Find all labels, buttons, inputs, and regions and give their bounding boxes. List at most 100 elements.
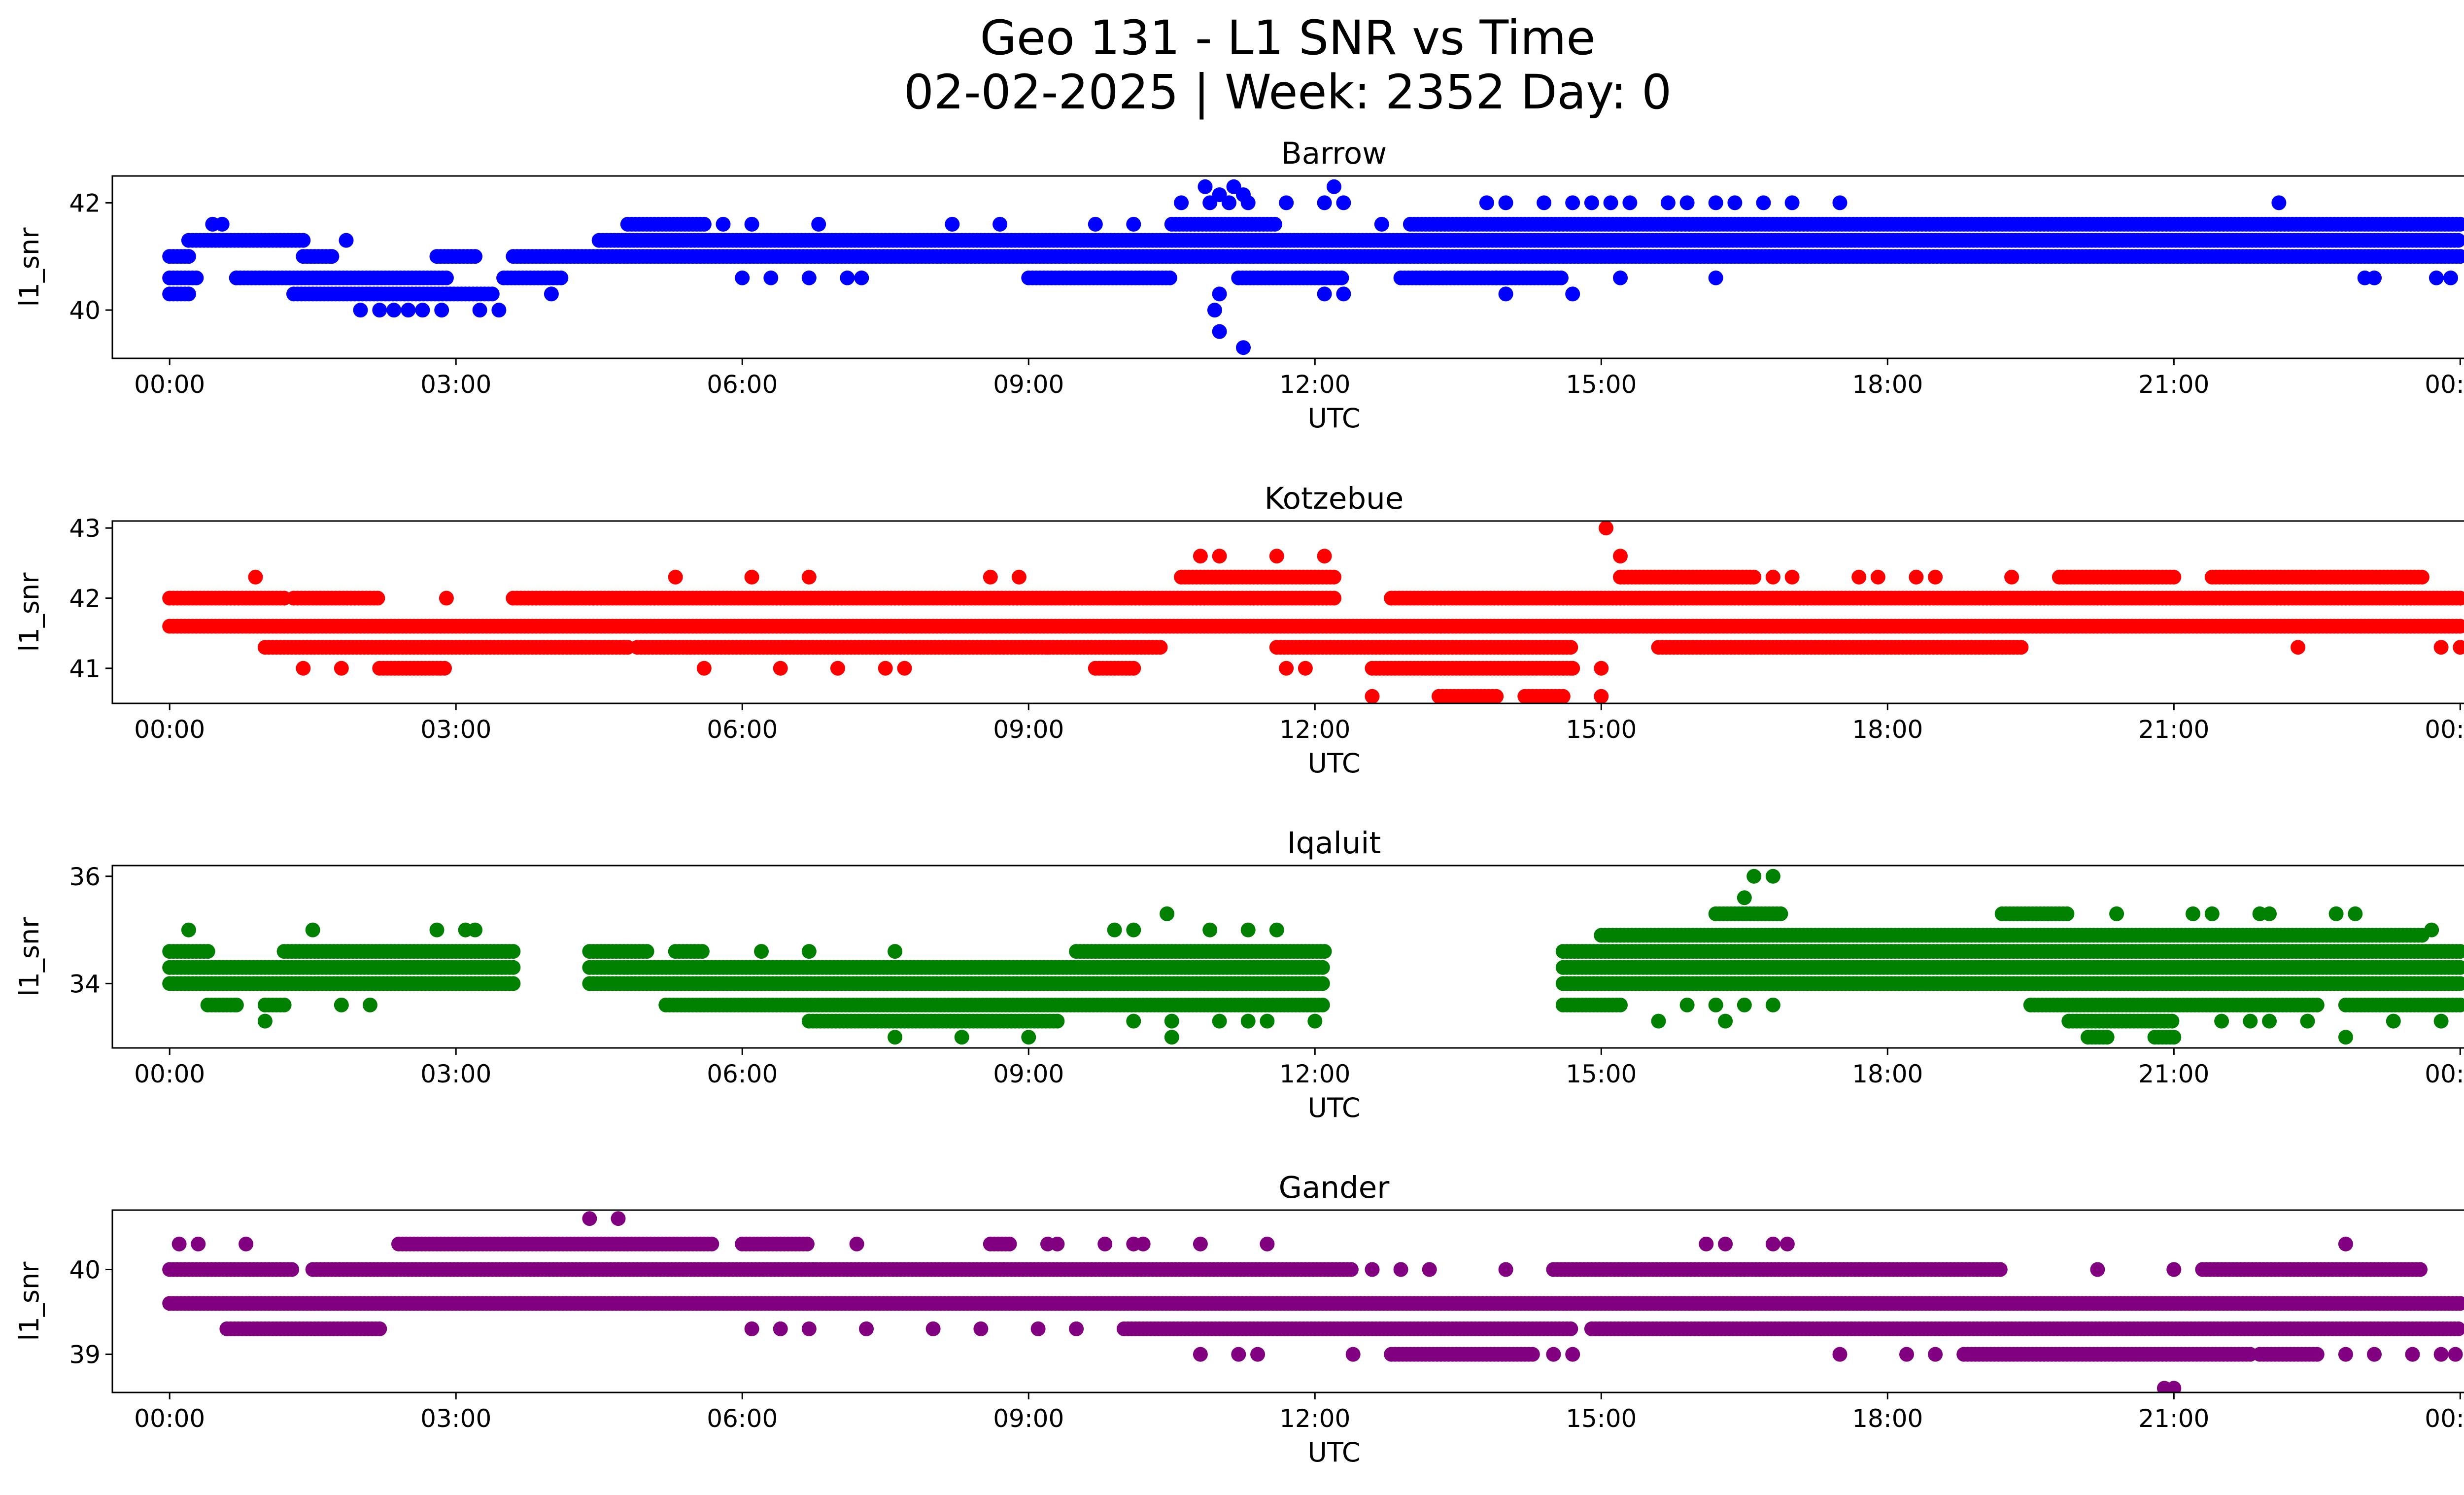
- data-point: [1594, 661, 1609, 676]
- data-point: [763, 270, 779, 285]
- data-point: [491, 303, 507, 318]
- data-point: [506, 976, 521, 991]
- data-point: [1236, 187, 1251, 203]
- data-point: [1336, 286, 1351, 302]
- data-point: [1537, 195, 1552, 210]
- data-point: [1613, 270, 1628, 285]
- data-point: [181, 249, 196, 264]
- data-point: [2451, 233, 2464, 248]
- data-point: [1267, 216, 1282, 232]
- data-point: [801, 569, 817, 585]
- data-point: [811, 216, 826, 232]
- data-point: [2453, 249, 2464, 264]
- data-point: [854, 270, 869, 285]
- data-point: [1584, 195, 1599, 210]
- data-point: [1193, 549, 1208, 564]
- data-point: [744, 569, 759, 585]
- axes-frame: [111, 175, 2464, 359]
- data-point: [339, 233, 354, 248]
- subplot-title: Kotzebue: [1265, 481, 1404, 516]
- data-point: [1088, 216, 1103, 232]
- data-point: [506, 960, 521, 975]
- data-point: [2453, 591, 2464, 606]
- data-point: [1126, 661, 1141, 676]
- data-point: [840, 270, 855, 285]
- data-point: [830, 661, 845, 676]
- axes-frame: [111, 520, 2464, 704]
- data-point: [353, 303, 368, 318]
- data-point: [1365, 689, 1380, 703]
- data-point: [1374, 216, 1389, 232]
- x-tick-label: 18:00: [1852, 715, 1923, 744]
- data-point: [1870, 569, 1885, 585]
- data-point: [1489, 270, 1504, 285]
- data-point: [1334, 270, 1349, 285]
- x-tick-label: 06:00: [707, 715, 778, 744]
- x-tick-label: 12:00: [1279, 715, 1350, 744]
- y-tick-label: 43: [69, 514, 101, 543]
- data-point: [200, 944, 215, 959]
- data-point: [1126, 216, 1141, 232]
- data-series: [162, 869, 2464, 1045]
- data-point: [696, 216, 712, 232]
- data-point: [415, 303, 430, 318]
- data-point: [897, 661, 912, 676]
- data-point: [1236, 340, 1251, 355]
- x-tick-label: 03:00: [420, 715, 491, 744]
- data-point: [1298, 661, 1313, 676]
- data-point: [1851, 569, 1867, 585]
- data-point: [2453, 960, 2464, 975]
- data-point: [878, 661, 893, 676]
- data-point: [735, 270, 750, 285]
- figure-title-line-2: 02-02-2025 | Week: 2352 Day: 0: [903, 65, 1672, 120]
- data-point: [468, 249, 482, 264]
- data-point: [248, 569, 263, 585]
- x-tick-label: 03:00: [420, 370, 491, 399]
- data-point: [696, 661, 712, 676]
- data-point: [2429, 270, 2444, 285]
- data-point: [1565, 661, 1580, 676]
- data-point: [1498, 195, 1513, 210]
- data-point: [437, 661, 452, 676]
- data-point: [1174, 195, 1189, 210]
- data-point: [1317, 195, 1332, 210]
- data-point: [1553, 270, 1569, 285]
- data-point: [694, 944, 710, 959]
- data-point: [1207, 303, 1222, 318]
- figure-title: Geo 131 - L1 SNR vs Time 02-02-2025 | We…: [0, 11, 2464, 119]
- data-point: [1727, 195, 1743, 210]
- data-point: [544, 286, 559, 302]
- data-point: [1279, 661, 1294, 676]
- data-point: [1315, 960, 1330, 975]
- data-point: [324, 249, 340, 264]
- data-point: [1756, 195, 1771, 210]
- data-point: [229, 270, 244, 285]
- x-tick-label: 06:00: [707, 370, 778, 399]
- data-point: [214, 216, 230, 232]
- data-point: [1336, 195, 1351, 210]
- data-point: [439, 591, 454, 606]
- data-series: [162, 521, 2464, 703]
- data-point: [2453, 216, 2464, 232]
- data-point: [506, 944, 521, 959]
- data-point: [1317, 944, 1332, 959]
- data-point: [1317, 286, 1332, 302]
- data-point: [2453, 976, 2464, 991]
- data-point: [1565, 286, 1580, 302]
- data-series: [162, 179, 2464, 355]
- data-point: [1040, 640, 1055, 655]
- data-point: [2443, 270, 2458, 285]
- x-tick-label: 09:00: [993, 370, 1064, 399]
- data-point: [1212, 549, 1227, 564]
- data-point: [2166, 569, 2182, 585]
- data-point: [1832, 195, 1848, 210]
- data-point: [1565, 195, 1580, 210]
- data-point: [1594, 689, 1609, 703]
- data-point: [1622, 195, 1638, 210]
- data-point: [1765, 569, 1780, 585]
- data-point: [296, 661, 311, 676]
- x-tick-label: 15:00: [1566, 715, 1637, 744]
- data-point: [2271, 195, 2287, 210]
